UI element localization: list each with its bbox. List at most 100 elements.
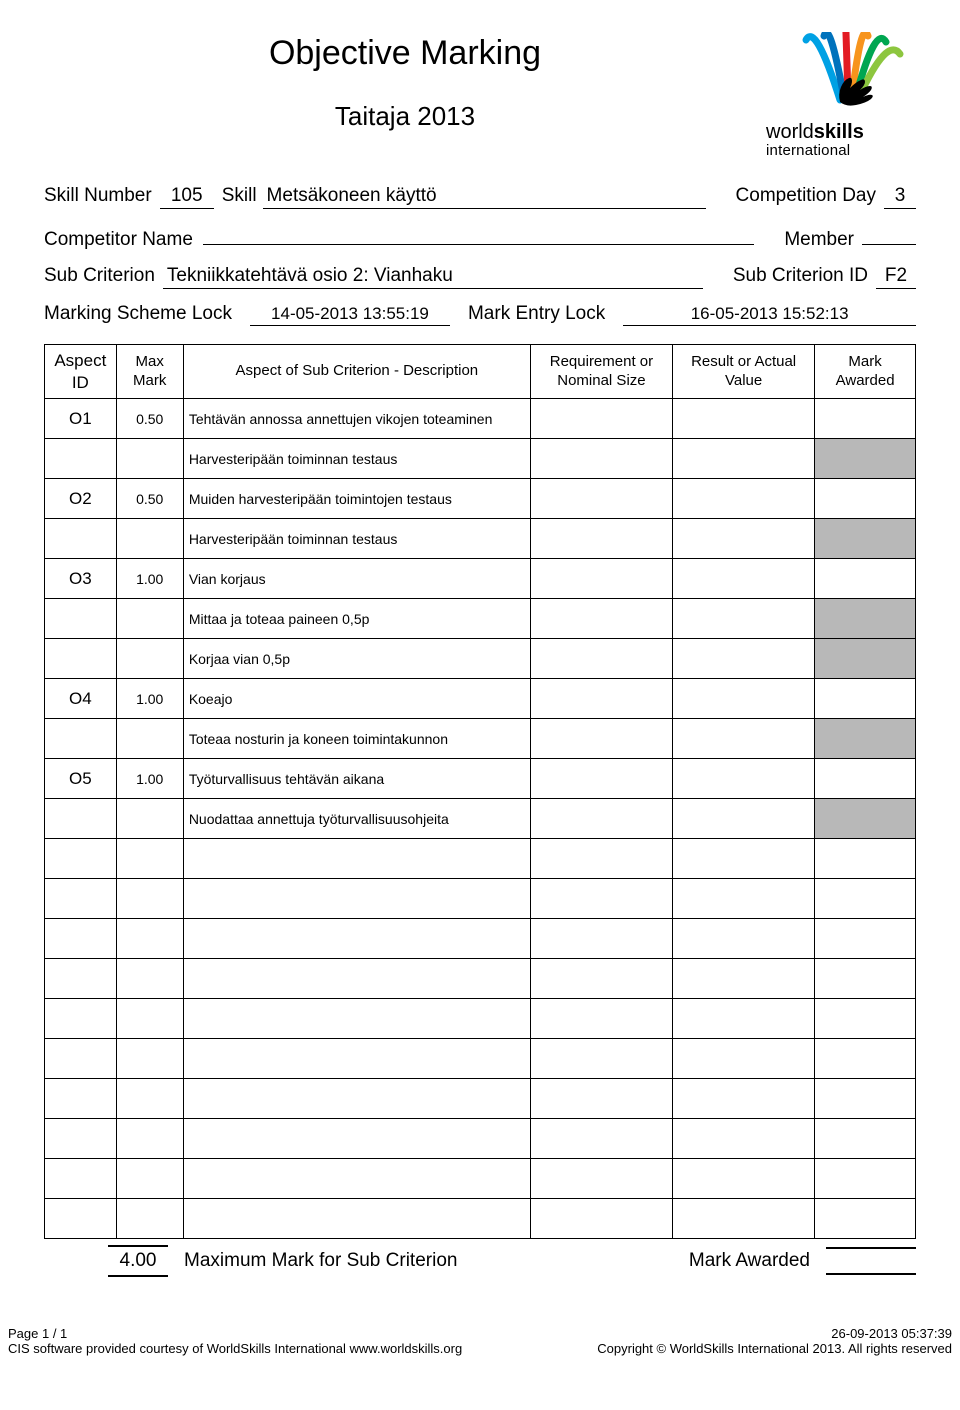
table-cell: Tehtävän annossa annettujen vikojen tote…: [183, 399, 530, 439]
table-cell: [183, 1039, 530, 1079]
table-cell: [673, 439, 815, 479]
table-cell: [530, 599, 672, 639]
table-row: [45, 1199, 916, 1239]
member-label: Member: [784, 229, 854, 251]
table-cell: [116, 719, 183, 759]
table-cell: [45, 999, 117, 1039]
table-cell: [45, 599, 117, 639]
table-cell: [815, 599, 916, 639]
table-cell: [45, 719, 117, 759]
table-cell: [45, 519, 117, 559]
table-cell: 1.00: [116, 559, 183, 599]
th-requirement: Requirement or Nominal Size: [530, 345, 672, 399]
table-cell: [530, 839, 672, 879]
table-cell: [815, 639, 916, 679]
logo-subtext: international: [766, 142, 916, 159]
table-row: Mittaa ja toteaa paineen 0,5p: [45, 599, 916, 639]
footer-left: CIS software provided courtesy of WorldS…: [8, 1341, 462, 1356]
th-aspect-id: Aspect ID: [45, 345, 117, 399]
table-cell: [530, 719, 672, 759]
table-cell: [530, 519, 672, 559]
table-cell: [673, 399, 815, 439]
table-cell: [183, 839, 530, 879]
table-cell: [673, 719, 815, 759]
table-cell: [530, 439, 672, 479]
skill-label: Skill: [222, 185, 257, 207]
table-cell: Muiden harvesteripään toimintojen testau…: [183, 479, 530, 519]
table-cell: [530, 679, 672, 719]
th-result: Result or Actual Value: [673, 345, 815, 399]
table-row: Toteaa nosturin ja koneen toimintakunnon: [45, 719, 916, 759]
table-cell: [673, 679, 815, 719]
table-cell: [45, 1159, 117, 1199]
page-title: Objective Marking: [44, 34, 766, 73]
table-cell: [815, 1199, 916, 1239]
sub-criterion-id-value: F2: [876, 265, 916, 289]
table-cell: [530, 879, 672, 919]
competition-day-label: Competition Day: [736, 185, 876, 207]
table-cell: O1: [45, 399, 117, 439]
meta-block: Skill Number 105 Skill Metsäkoneen käytt…: [44, 185, 916, 326]
worldskills-logo: worldskills international: [766, 28, 916, 159]
table-cell: [673, 599, 815, 639]
table-cell: [530, 919, 672, 959]
table-cell: [815, 999, 916, 1039]
table-row: O31.00Vian korjaus: [45, 559, 916, 599]
table-cell: [673, 1039, 815, 1079]
table-header-row: Aspect ID Max Mark Aspect of Sub Criteri…: [45, 345, 916, 399]
table-cell: [45, 1039, 117, 1079]
table-cell: [183, 919, 530, 959]
table-cell: [45, 1119, 117, 1159]
table-cell: O2: [45, 479, 117, 519]
table-cell: [815, 479, 916, 519]
table-cell: [530, 639, 672, 679]
table-cell: Harvesteripään toiminnan testaus: [183, 439, 530, 479]
table-cell: [815, 1039, 916, 1079]
table-cell: [673, 1119, 815, 1159]
table-cell: [815, 839, 916, 879]
table-row: [45, 1079, 916, 1119]
table-cell: [815, 399, 916, 439]
table-cell: [116, 1159, 183, 1199]
mark-entry-lock-value: 16-05-2013 15:52:13: [623, 304, 916, 326]
sub-criterion-id-label: Sub Criterion ID: [733, 265, 868, 287]
table-cell: [673, 559, 815, 599]
table-cell: [116, 1119, 183, 1159]
table-row: [45, 1039, 916, 1079]
footer-timestamp: 26-09-2013 05:37:39: [831, 1326, 952, 1341]
table-cell: [673, 919, 815, 959]
logo-icon: [766, 32, 916, 122]
table-cell: [45, 839, 117, 879]
marking-scheme-lock-value: 14-05-2013 13:55:19: [250, 304, 450, 326]
table-cell: [673, 1079, 815, 1119]
title-block: Objective Marking Taitaja 2013: [44, 28, 766, 132]
table-cell: Koeajo: [183, 679, 530, 719]
competitor-name-value: [203, 223, 754, 245]
table-cell: [530, 1199, 672, 1239]
table-row: Korjaa vian 0,5p: [45, 639, 916, 679]
table-cell: [673, 759, 815, 799]
table-cell: [815, 1119, 916, 1159]
table-cell: [116, 1039, 183, 1079]
table-cell: 0.50: [116, 399, 183, 439]
competitor-name-label: Competitor Name: [44, 229, 193, 251]
table-cell: [116, 599, 183, 639]
summary-awarded-box: [826, 1247, 916, 1275]
table-row: Harvesteripään toiminnan testaus: [45, 519, 916, 559]
table-cell: [673, 839, 815, 879]
table-row: [45, 999, 916, 1039]
table-cell: [116, 1199, 183, 1239]
table-cell: [530, 1119, 672, 1159]
table-cell: [116, 639, 183, 679]
table-cell: 1.00: [116, 679, 183, 719]
table-cell: [530, 1079, 672, 1119]
marking-table: Aspect ID Max Mark Aspect of Sub Criteri…: [44, 344, 916, 1239]
sub-criterion-value: Tekniikkatehtävä osio 2: Vianhaku: [163, 265, 703, 289]
logo-text: worldskills: [766, 122, 916, 142]
table-cell: [815, 919, 916, 959]
table-cell: [815, 719, 916, 759]
table-cell: [673, 519, 815, 559]
table-cell: [673, 479, 815, 519]
sub-criterion-label: Sub Criterion: [44, 265, 155, 287]
page-footer: Page 1 / 1 26-09-2013 05:37:39 CIS softw…: [0, 1326, 960, 1360]
